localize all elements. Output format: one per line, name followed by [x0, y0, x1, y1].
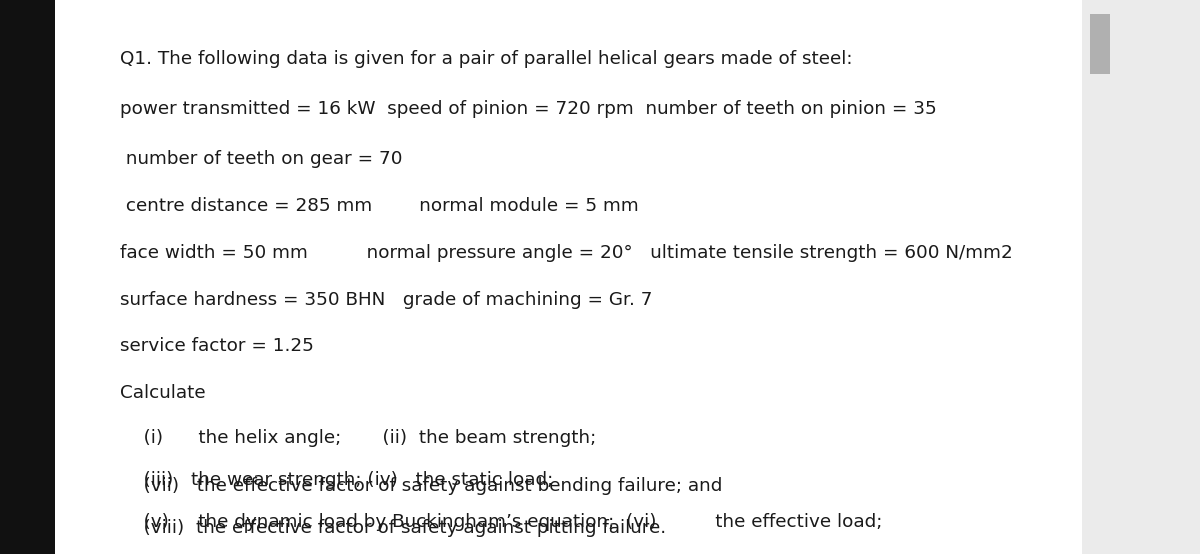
Text: service factor = 1.25: service factor = 1.25: [120, 337, 314, 355]
Text: face width = 50 mm          normal pressure angle = 20°   ultimate tensile stren: face width = 50 mm normal pressure angle…: [120, 244, 1013, 262]
Text: Q1. The following data is given for a pair of parallel helical gears made of ste: Q1. The following data is given for a pa…: [120, 50, 852, 68]
Text: centre distance = 285 mm        normal module = 5 mm: centre distance = 285 mm normal module =…: [120, 197, 638, 215]
Text: (viii)  the effective factor of safety against pitting failure.: (viii) the effective factor of safety ag…: [120, 519, 666, 537]
Text: surface hardness = 350 BHN   grade of machining = Gr. 7: surface hardness = 350 BHN grade of mach…: [120, 291, 653, 309]
Bar: [0, 0, 55, 554]
Text: (vii)   the effective factor of safety against bending failure; and: (vii) the effective factor of safety aga…: [120, 477, 722, 495]
Text: (iii)   the wear strength; (iv)   the static load;: (iii) the wear strength; (iv) the static…: [120, 471, 553, 489]
Bar: [1082, 0, 1200, 554]
Text: power transmitted = 16 kW  speed of pinion = 720 rpm  number of teeth on pinion : power transmitted = 16 kW speed of pinio…: [120, 100, 937, 118]
Text: (i)      the helix angle;       (ii)  the beam strength;: (i) the helix angle; (ii) the beam stren…: [120, 429, 596, 447]
Text: number of teeth on gear = 70: number of teeth on gear = 70: [120, 150, 402, 168]
Text: Calculate: Calculate: [120, 384, 205, 402]
Bar: [1090, 14, 1110, 74]
Text: (v)     the dynamic load by Buckingham’s equation;  (vi)          the effective : (v) the dynamic load by Buckingham’s equ…: [120, 513, 882, 531]
